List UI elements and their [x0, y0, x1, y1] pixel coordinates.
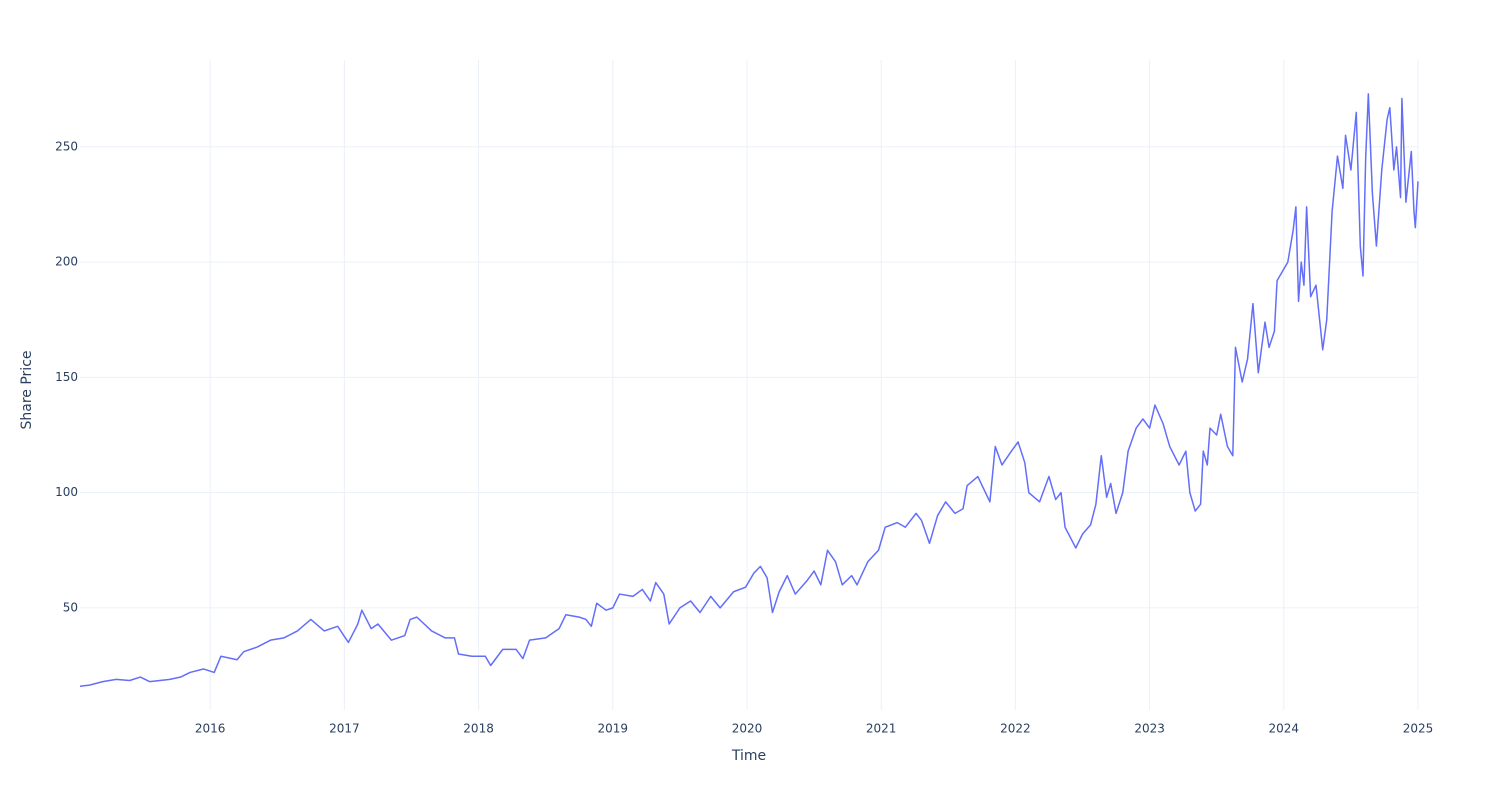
- y-tick-label: 150: [55, 370, 78, 384]
- x-tick-label: 2023: [1134, 722, 1165, 736]
- y-tick-label: 200: [55, 255, 78, 269]
- x-tick-label: 2016: [195, 722, 226, 736]
- x-tick-label: 2017: [329, 722, 360, 736]
- y-axis-title: Share Price: [19, 350, 35, 429]
- y-tick-label: 50: [63, 600, 78, 614]
- x-tick-label: 2020: [732, 722, 763, 736]
- x-tick-label: 2021: [866, 722, 897, 736]
- grid: [80, 60, 1419, 710]
- x-tick-label: 2018: [463, 722, 494, 736]
- x-axis-title: Time: [731, 748, 766, 764]
- x-tick-label: 2025: [1403, 722, 1434, 736]
- price-line: [79, 93, 1419, 688]
- x-tick-label: 2019: [598, 722, 629, 736]
- y-tick-label: 250: [55, 139, 78, 153]
- y-tick-label: 100: [55, 485, 78, 499]
- x-tick-label: 2022: [1000, 722, 1031, 736]
- x-tick-label: 2024: [1269, 722, 1300, 736]
